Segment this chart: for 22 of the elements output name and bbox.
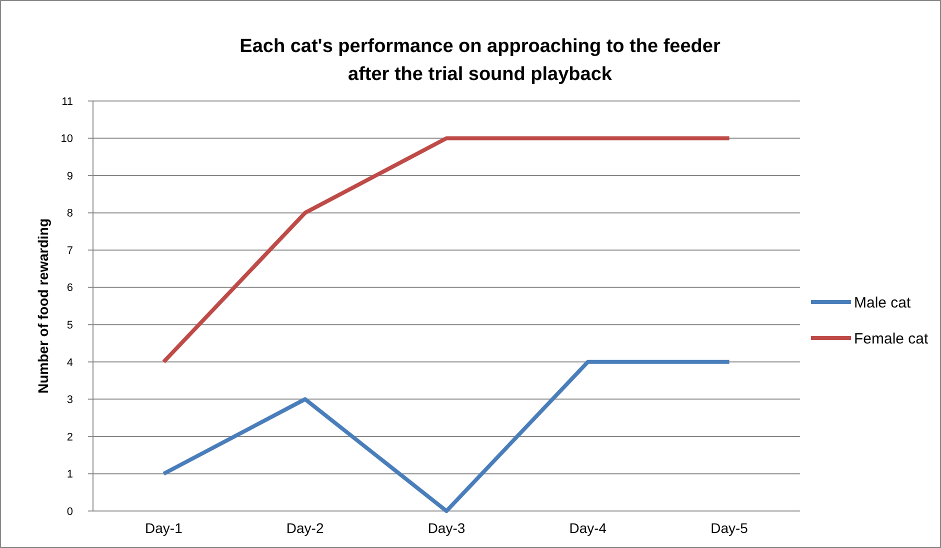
y-tick-label: 4 (66, 356, 73, 369)
y-tick-label: 8 (66, 208, 73, 220)
y-tick-label: 1 (66, 468, 73, 481)
y-axis-title: Number of food rewarding (35, 218, 51, 394)
y-tick-label: 10 (60, 133, 73, 146)
x-tick-label: Day-5 (710, 520, 748, 536)
line-series (162, 360, 732, 513)
x-tick-label: Day-1 (145, 520, 183, 536)
y-tick-label: 7 (66, 244, 73, 257)
x-tick-label: Day-3 (428, 520, 466, 536)
chart-title: Each cat's performance on approaching to the feeder after the trial sound playback (240, 36, 721, 85)
y-tick-label: 5 (66, 319, 73, 332)
x-tick-label: Day-4 (569, 520, 607, 536)
legend-label: Female cat (854, 330, 930, 348)
y-tick-label: 11 (62, 96, 73, 108)
legend-label: Male cat (854, 294, 912, 312)
y-tick-label: 3 (66, 394, 73, 406)
x-tick-label: Day-2 (286, 520, 324, 536)
y-tick-label: 0 (66, 506, 73, 518)
y-tick-label: 6 (66, 282, 73, 294)
y-tick-label: 2 (66, 431, 73, 444)
y-tick-label: 9 (66, 170, 73, 182)
